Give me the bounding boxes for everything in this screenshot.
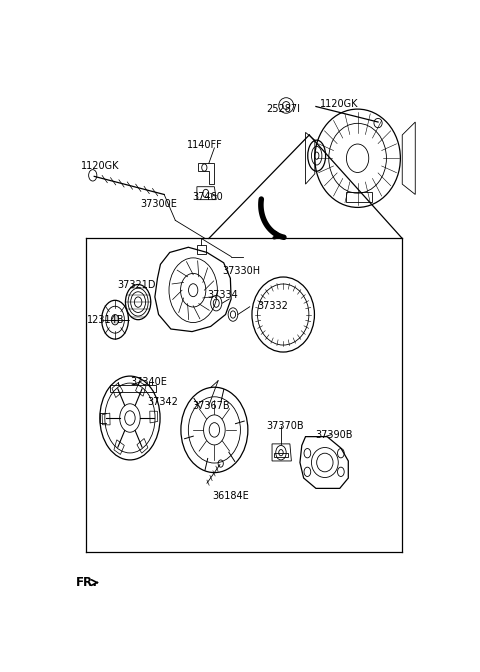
Text: 37300E: 37300E xyxy=(140,199,177,209)
Text: 37340E: 37340E xyxy=(131,377,168,387)
Text: 37330H: 37330H xyxy=(222,266,260,276)
Text: 1140FF: 1140FF xyxy=(186,140,222,151)
Text: 37332: 37332 xyxy=(257,301,288,310)
Text: 1120GK: 1120GK xyxy=(81,161,119,171)
Text: 37321D: 37321D xyxy=(118,280,156,290)
Text: 37460: 37460 xyxy=(192,192,223,202)
Text: 37334: 37334 xyxy=(207,290,238,300)
Text: 1120GK: 1120GK xyxy=(321,99,359,109)
Text: 25287I: 25287I xyxy=(266,104,300,114)
Text: FR.: FR. xyxy=(76,576,97,589)
Text: 37367B: 37367B xyxy=(192,401,230,411)
Text: 36184E: 36184E xyxy=(213,491,249,501)
Text: 37370B: 37370B xyxy=(266,421,304,431)
Text: 37390B: 37390B xyxy=(315,430,352,440)
Ellipse shape xyxy=(111,314,119,325)
Text: 12314B: 12314B xyxy=(87,314,124,325)
Text: 37342: 37342 xyxy=(147,397,178,407)
